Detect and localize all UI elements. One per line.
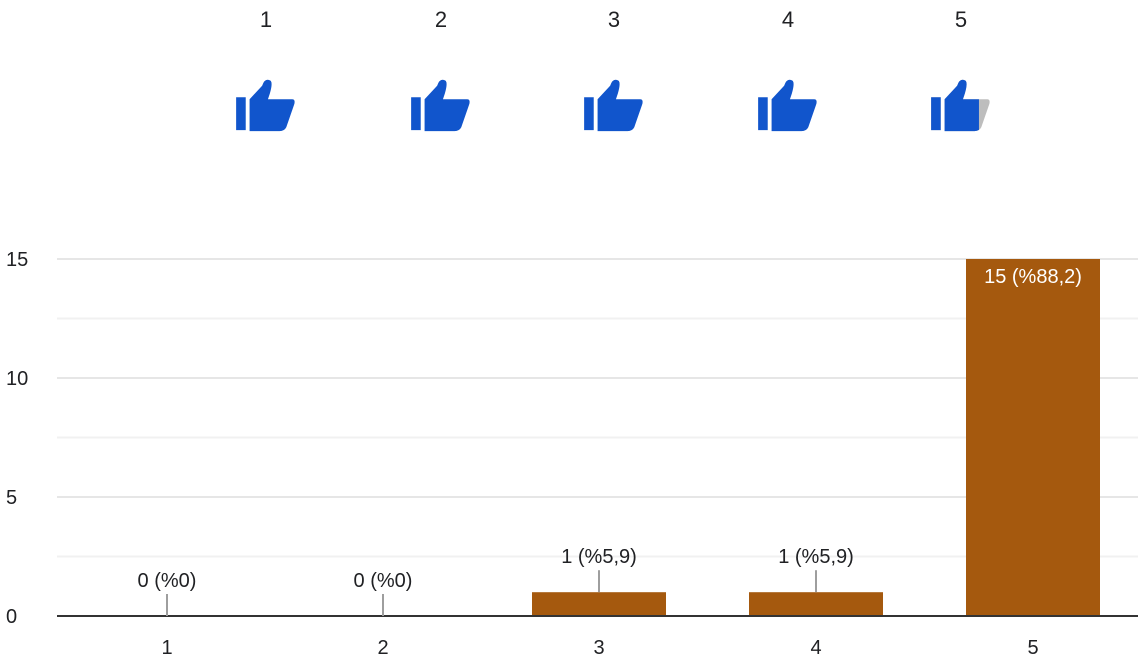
y-tick-label: 5 bbox=[6, 487, 17, 509]
thumbs-up-icon bbox=[758, 79, 817, 132]
y-tick-label: 0 bbox=[6, 606, 17, 628]
rating-option-3: 3 bbox=[574, 0, 654, 132]
x-tick-label: 2 bbox=[377, 637, 388, 659]
rating-option-5: 5 bbox=[921, 0, 1001, 132]
thumbs-up-icon bbox=[236, 79, 295, 132]
thumbs-up-icon bbox=[584, 79, 643, 132]
rating-number: 1 bbox=[259, 7, 273, 32]
rating-number: 5 bbox=[954, 7, 968, 32]
data-label: 0 (%0) bbox=[138, 570, 197, 592]
y-tick-label: 15 bbox=[6, 249, 28, 271]
rating-scale: 1 2 3 4 5 bbox=[0, 0, 1138, 150]
data-label: 15 (%88,2) bbox=[984, 266, 1082, 288]
data-label: 1 (%5,9) bbox=[778, 546, 854, 568]
rating-number: 2 bbox=[434, 7, 448, 32]
thumbs-up-icon bbox=[931, 79, 990, 132]
rating-option-2: 2 bbox=[401, 0, 481, 132]
bar-4 bbox=[749, 592, 883, 616]
bar-5 bbox=[966, 259, 1100, 616]
rating-number: 3 bbox=[607, 7, 621, 32]
data-label: 0 (%0) bbox=[354, 570, 413, 592]
y-tick-label: 10 bbox=[6, 368, 28, 390]
x-tick-label: 4 bbox=[810, 637, 821, 659]
thumbs-up-icon bbox=[411, 79, 470, 132]
x-tick-label: 5 bbox=[1027, 637, 1038, 659]
bar-3 bbox=[532, 592, 666, 616]
x-tick-label: 3 bbox=[593, 637, 604, 659]
rating-option-1: 1 bbox=[226, 0, 306, 132]
x-tick-label: 1 bbox=[161, 637, 172, 659]
rating-number: 4 bbox=[781, 7, 795, 32]
rating-option-4: 4 bbox=[748, 0, 828, 132]
data-label: 1 (%5,9) bbox=[561, 546, 637, 568]
